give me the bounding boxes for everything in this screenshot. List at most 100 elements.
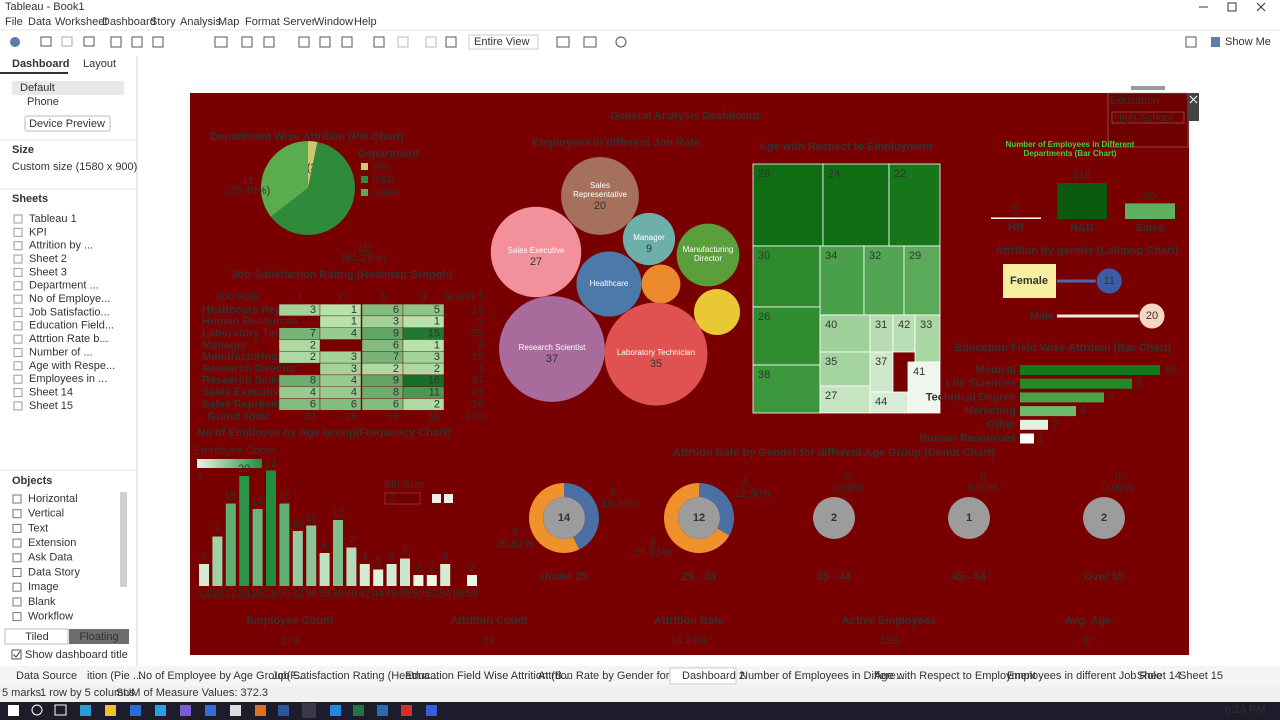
- sheet-item[interactable]: Attrition by ...: [29, 240, 93, 252]
- sort-desc[interactable]: [341, 36, 353, 48]
- app[interactable]: [426, 705, 437, 716]
- app[interactable]: [105, 705, 116, 716]
- sheet-tab[interactable]: Age with Respect to Employment: [874, 670, 1036, 682]
- sheet-item[interactable]: Sheet 15: [29, 400, 73, 412]
- sheet-tab[interactable]: No of Employee by Age Group(F...: [138, 670, 305, 682]
- sheet-item[interactable]: Attrtion Rate b...: [29, 333, 108, 345]
- object-item[interactable]: Workflow: [28, 611, 73, 623]
- app[interactable]: [255, 705, 266, 716]
- object-item[interactable]: Vertical: [28, 508, 64, 520]
- highlight[interactable]: [373, 36, 385, 48]
- sheet-item[interactable]: KPI: [29, 226, 47, 238]
- object-item[interactable]: Extension: [28, 537, 76, 549]
- menu-item[interactable]: File: [5, 16, 23, 28]
- new-data[interactable]: [131, 36, 143, 48]
- search[interactable]: [31, 704, 43, 716]
- app[interactable]: [205, 705, 216, 716]
- clear[interactable]: [263, 36, 275, 48]
- object-item[interactable]: Text: [28, 522, 48, 534]
- sheet-item[interactable]: Education Field...: [29, 320, 114, 332]
- filter-controls[interactable]: [1188, 93, 1199, 121]
- show-me[interactable]: Show Me: [1225, 36, 1271, 48]
- object-item[interactable]: Blank: [28, 596, 56, 608]
- pin[interactable]: [445, 36, 457, 48]
- sheet-item[interactable]: Number of ...: [29, 346, 93, 358]
- start[interactable]: [8, 705, 19, 716]
- app-active[interactable]: [302, 703, 316, 718]
- sheet-item[interactable]: Sheet 2: [29, 253, 67, 265]
- sheet-tab[interactable]: Job Satisfaction Rating (Heatma...: [272, 670, 439, 682]
- menu-item[interactable]: Data: [28, 16, 52, 28]
- save[interactable]: [110, 36, 122, 48]
- menu-item[interactable]: Format: [245, 16, 280, 28]
- object-item[interactable]: Ask Data: [28, 552, 74, 564]
- floating-button[interactable]: [69, 629, 129, 644]
- share[interactable]: [615, 36, 627, 48]
- menu-item[interactable]: Window: [314, 16, 353, 28]
- new-sheet[interactable]: [214, 36, 228, 48]
- sheet-item[interactable]: Job Satisfactio...: [29, 306, 110, 318]
- menu-item[interactable]: Story: [150, 16, 176, 28]
- group[interactable]: [397, 36, 409, 48]
- object-item[interactable]: Image: [28, 581, 59, 593]
- app[interactable]: [155, 705, 166, 716]
- cards[interactable]: [556, 36, 570, 48]
- bin-input[interactable]: [384, 492, 421, 505]
- sheet-tab[interactable]: Dashboard 2: [682, 670, 745, 682]
- swap-axes[interactable]: [298, 36, 310, 48]
- menu-item[interactable]: Analysis: [180, 16, 221, 28]
- app[interactable]: [330, 705, 341, 716]
- presentation[interactable]: [583, 36, 597, 48]
- sheet-item[interactable]: Sheet 3: [29, 266, 67, 278]
- menu-item[interactable]: Help: [354, 16, 377, 28]
- checkbox[interactable]: [11, 649, 22, 660]
- comment[interactable]: [1185, 36, 1197, 48]
- menu-item[interactable]: Dashboard: [102, 16, 156, 28]
- sheet-tab[interactable]: Number of Employees in Differe...: [740, 670, 905, 682]
- task-view[interactable]: [54, 704, 67, 716]
- filter-close[interactable]: [1189, 95, 1198, 104]
- app[interactable]: [80, 705, 91, 716]
- sheet-tab[interactable]: Sheet 15: [1179, 670, 1223, 682]
- app[interactable]: [180, 705, 191, 716]
- sheet-tab[interactable]: Attrtion Rate by Gender for diffe...: [538, 670, 702, 682]
- duplicate[interactable]: [241, 36, 253, 48]
- bin-next[interactable]: [444, 494, 453, 503]
- sheet-tab[interactable]: Employees in different Job Role: [1007, 670, 1162, 682]
- app[interactable]: [401, 705, 412, 716]
- pause[interactable]: [152, 36, 164, 48]
- menu-item[interactable]: Map: [218, 16, 239, 28]
- undo[interactable]: [40, 36, 52, 47]
- tiled-button[interactable]: [4, 628, 69, 645]
- sheet-item[interactable]: Age with Respe...: [29, 360, 115, 372]
- restore[interactable]: [1227, 2, 1237, 12]
- object-item[interactable]: Horizontal: [28, 493, 78, 505]
- fit-dropdown[interactable]: [468, 34, 539, 50]
- sheet-tab[interactable]: ition (Pie ...: [87, 670, 142, 682]
- menu-item[interactable]: Worksheet: [55, 16, 107, 28]
- drag-handle[interactable]: [1131, 86, 1165, 90]
- sheet-tab[interactable]: Sheet 14: [1137, 670, 1181, 682]
- sheet-tab[interactable]: Education Field Wise Attrition (B...: [405, 670, 571, 682]
- app[interactable]: [353, 705, 364, 716]
- swap[interactable]: [83, 36, 95, 47]
- app[interactable]: [278, 705, 289, 716]
- device-preview-button[interactable]: [24, 115, 111, 132]
- sheet-item[interactable]: No of Employe...: [29, 293, 110, 305]
- app[interactable]: [377, 705, 388, 716]
- app[interactable]: [130, 705, 141, 716]
- sheet-item[interactable]: Employees in ...: [29, 373, 107, 385]
- bin-prev[interactable]: [432, 494, 441, 503]
- sheet-item[interactable]: Department ...: [29, 280, 99, 292]
- redo[interactable]: [61, 36, 73, 47]
- menu-item[interactable]: Server: [283, 16, 316, 28]
- sheet-item[interactable]: Sheet 14: [29, 386, 73, 398]
- show-me-icon[interactable]: [1211, 37, 1220, 47]
- app[interactable]: [230, 705, 241, 716]
- sheet-item[interactable]: Tableau 1: [29, 213, 77, 225]
- close[interactable]: [1256, 2, 1266, 12]
- sort-asc[interactable]: [319, 36, 331, 48]
- scrollbar[interactable]: [120, 492, 127, 587]
- filter-dropdown[interactable]: [1111, 111, 1185, 124]
- sheet-tab[interactable]: Data Source: [16, 670, 77, 682]
